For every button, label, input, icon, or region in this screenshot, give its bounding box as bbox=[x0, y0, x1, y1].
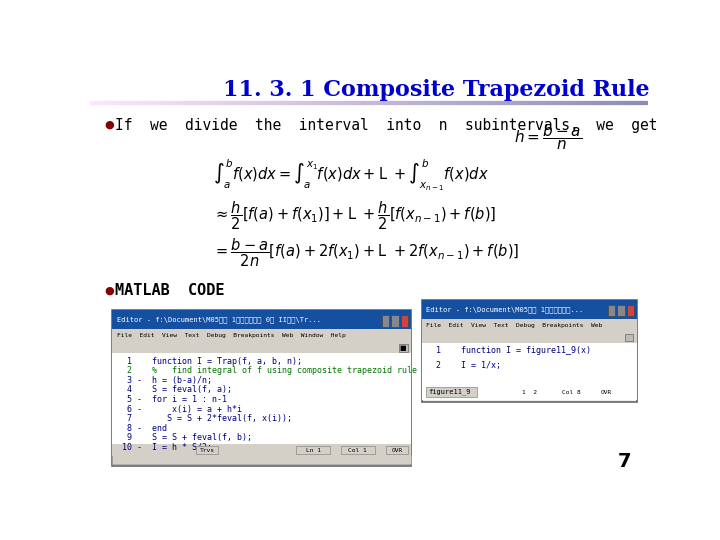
FancyBboxPatch shape bbox=[399, 344, 408, 352]
Text: Editor - f:\Document\M05니도 1학기은월수학...: Editor - f:\Document\M05니도 1학기은월수학... bbox=[426, 306, 584, 313]
FancyBboxPatch shape bbox=[386, 446, 408, 454]
Text: 1    function I = Trap(f, a, b, n);: 1 function I = Trap(f, a, b, n); bbox=[117, 357, 302, 366]
Text: figure11_9: figure11_9 bbox=[428, 389, 471, 395]
Text: 6 -      x(i) = a + h*i: 6 - x(i) = a + h*i bbox=[117, 404, 242, 414]
FancyBboxPatch shape bbox=[422, 319, 637, 332]
Text: 1    function I = figure11_9(x): 1 function I = figure11_9(x) bbox=[426, 346, 591, 355]
FancyBboxPatch shape bbox=[422, 332, 637, 343]
Text: ●: ● bbox=[104, 120, 114, 130]
FancyBboxPatch shape bbox=[112, 342, 411, 353]
FancyBboxPatch shape bbox=[112, 329, 411, 342]
Text: $=\dfrac{b-a}{2n}[f(a)+2f(x_1)+\mathrm{L}\ +2f(x_{n-1})+f(b)]$: $=\dfrac{b-a}{2n}[f(a)+2f(x_1)+\mathrm{L… bbox=[213, 237, 519, 269]
Text: File  Edit  View  Text  Debug  Breakpoints  Web: File Edit View Text Debug Breakpoints We… bbox=[426, 322, 603, 328]
FancyBboxPatch shape bbox=[617, 305, 624, 316]
Text: 10 -  I = h * S/2;: 10 - I = h * S/2; bbox=[117, 443, 212, 452]
Text: Trvs: Trvs bbox=[199, 448, 215, 453]
Text: 3 -  h = (b-a)/n;: 3 - h = (b-a)/n; bbox=[117, 376, 212, 385]
Text: 5 -  for i = 1 : n-1: 5 - for i = 1 : n-1 bbox=[117, 395, 227, 404]
Text: Ln 1: Ln 1 bbox=[306, 448, 320, 453]
FancyBboxPatch shape bbox=[401, 315, 408, 327]
FancyBboxPatch shape bbox=[112, 310, 411, 329]
FancyBboxPatch shape bbox=[392, 315, 399, 327]
FancyBboxPatch shape bbox=[112, 310, 411, 466]
FancyBboxPatch shape bbox=[341, 446, 374, 454]
Text: 9    S = S + feval(f, b);: 9 S = S + feval(f, b); bbox=[117, 433, 252, 442]
Text: If  we  divide  the  interval  into  n  subintervals,  we  get: If we divide the interval into n subinte… bbox=[115, 118, 657, 133]
FancyBboxPatch shape bbox=[426, 388, 477, 396]
Text: $\int_{a}^{b}f(x)dx=\int_{a}^{x_1}f(x)dx+\mathrm{L}\ +\int_{x_{n-1}}^{b}f(x)dx$: $\int_{a}^{b}f(x)dx=\int_{a}^{x_1}f(x)dx… bbox=[213, 157, 489, 193]
Text: OVR: OVR bbox=[391, 448, 402, 453]
Text: Editor - f:\Document\M05니도 1학기은월수학 0반 II준비\Tr...: Editor - f:\Document\M05니도 1학기은월수학 0반 II… bbox=[117, 316, 321, 323]
FancyBboxPatch shape bbox=[608, 305, 615, 316]
Text: OVR: OVR bbox=[600, 389, 612, 395]
Text: 7       S = S + 2*feval(f, x(i));: 7 S = S + 2*feval(f, x(i)); bbox=[117, 414, 292, 423]
FancyBboxPatch shape bbox=[112, 455, 411, 464]
FancyBboxPatch shape bbox=[297, 446, 330, 454]
Text: 4    S = feval(f, a);: 4 S = feval(f, a); bbox=[117, 386, 232, 394]
Text: 2    I = 1/x;: 2 I = 1/x; bbox=[426, 361, 501, 370]
Text: Col 8: Col 8 bbox=[562, 389, 580, 395]
Text: Col 1: Col 1 bbox=[348, 448, 367, 453]
Text: $h=\dfrac{b-a}{n}$: $h=\dfrac{b-a}{n}$ bbox=[514, 123, 582, 152]
Text: 8 -  end: 8 - end bbox=[117, 424, 167, 433]
Text: ■: ■ bbox=[400, 345, 406, 351]
FancyBboxPatch shape bbox=[627, 305, 634, 316]
Text: File  Edit  View  Text  Debug  Breakpoints  Web  Window  Help: File Edit View Text Debug Breakpoints We… bbox=[117, 333, 346, 338]
Text: 1  2: 1 2 bbox=[523, 389, 537, 395]
Text: 11. 3. 1 Composite Trapezoid Rule: 11. 3. 1 Composite Trapezoid Rule bbox=[222, 79, 649, 102]
FancyBboxPatch shape bbox=[112, 353, 411, 454]
Text: $\approx\dfrac{h}{2}[f(a)+f(x_1)]+\mathrm{L}\ +\dfrac{h}{2}[f(x_{n-1})+f(b)]$: $\approx\dfrac{h}{2}[f(a)+f(x_1)]+\mathr… bbox=[213, 199, 496, 232]
FancyBboxPatch shape bbox=[422, 343, 637, 400]
Text: ●: ● bbox=[104, 285, 114, 295]
FancyBboxPatch shape bbox=[382, 315, 389, 327]
Text: 2    %   find integral of f using composite trapezoid rule: 2 % find integral of f using composite t… bbox=[117, 366, 417, 375]
FancyBboxPatch shape bbox=[624, 334, 634, 341]
FancyBboxPatch shape bbox=[422, 300, 637, 402]
Text: MATLAB  CODE: MATLAB CODE bbox=[115, 282, 225, 298]
FancyBboxPatch shape bbox=[196, 446, 218, 454]
FancyBboxPatch shape bbox=[422, 300, 637, 319]
FancyBboxPatch shape bbox=[112, 444, 411, 456]
Text: 7: 7 bbox=[618, 453, 631, 471]
